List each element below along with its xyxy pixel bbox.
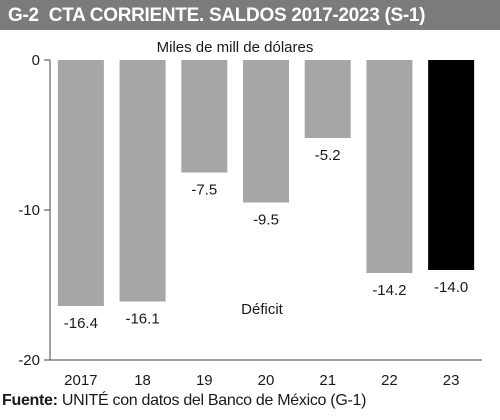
x-tick-label: 21 [319, 372, 336, 389]
bar-23 [428, 60, 475, 270]
value-label: -14.2 [372, 282, 406, 299]
value-label: -5.2 [315, 147, 341, 164]
x-tick-label: 20 [258, 372, 275, 389]
x-tick-label: 2017 [64, 372, 97, 389]
value-label: -7.5 [191, 182, 217, 199]
x-tick-label: 18 [134, 372, 151, 389]
bar-22 [366, 60, 413, 273]
bar-chart: Miles de mill de dólares 0 -10 -20 -16.4 20… [18, 39, 482, 389]
chart-code: G-2 [8, 5, 39, 26]
chart-title-text: CTA CORRIENTE. SALDOS 2017-2023 (S-1) [48, 5, 426, 26]
y-tick-label: -20 [18, 352, 40, 369]
source-text: UNITÉ con datos del Banco de México (G-1… [61, 392, 367, 409]
bar-21 [304, 60, 351, 138]
y-tick-label: 0 [32, 52, 40, 69]
bar-18 [119, 60, 166, 302]
bar-19 [181, 60, 228, 173]
value-label: -14.0 [434, 279, 468, 296]
value-label: -16.1 [125, 311, 159, 328]
value-label: -9.5 [253, 212, 279, 229]
source-note: Fuente: UNITÉ con datos del Banco de Méx… [2, 392, 366, 410]
y-axis-label: Miles de mill de dólares [157, 39, 314, 56]
y-tick-label: -10 [18, 202, 40, 219]
source-label: Fuente: [2, 392, 58, 409]
chart-title: G-2 CTA CORRIENTE. SALDOS 2017-2023 (S-1) [8, 5, 425, 27]
x-tick-label: 23 [443, 372, 460, 389]
x-tick-label: 22 [381, 372, 398, 389]
value-label: -16.4 [64, 315, 98, 332]
title-bar: G-2 CTA CORRIENTE. SALDOS 2017-2023 (S-1) [0, 0, 500, 30]
bar-2017 [57, 60, 104, 306]
x-tick-label: 19 [196, 372, 213, 389]
deficit-annotation: Déficit [241, 301, 284, 318]
bar-20 [243, 60, 289, 203]
